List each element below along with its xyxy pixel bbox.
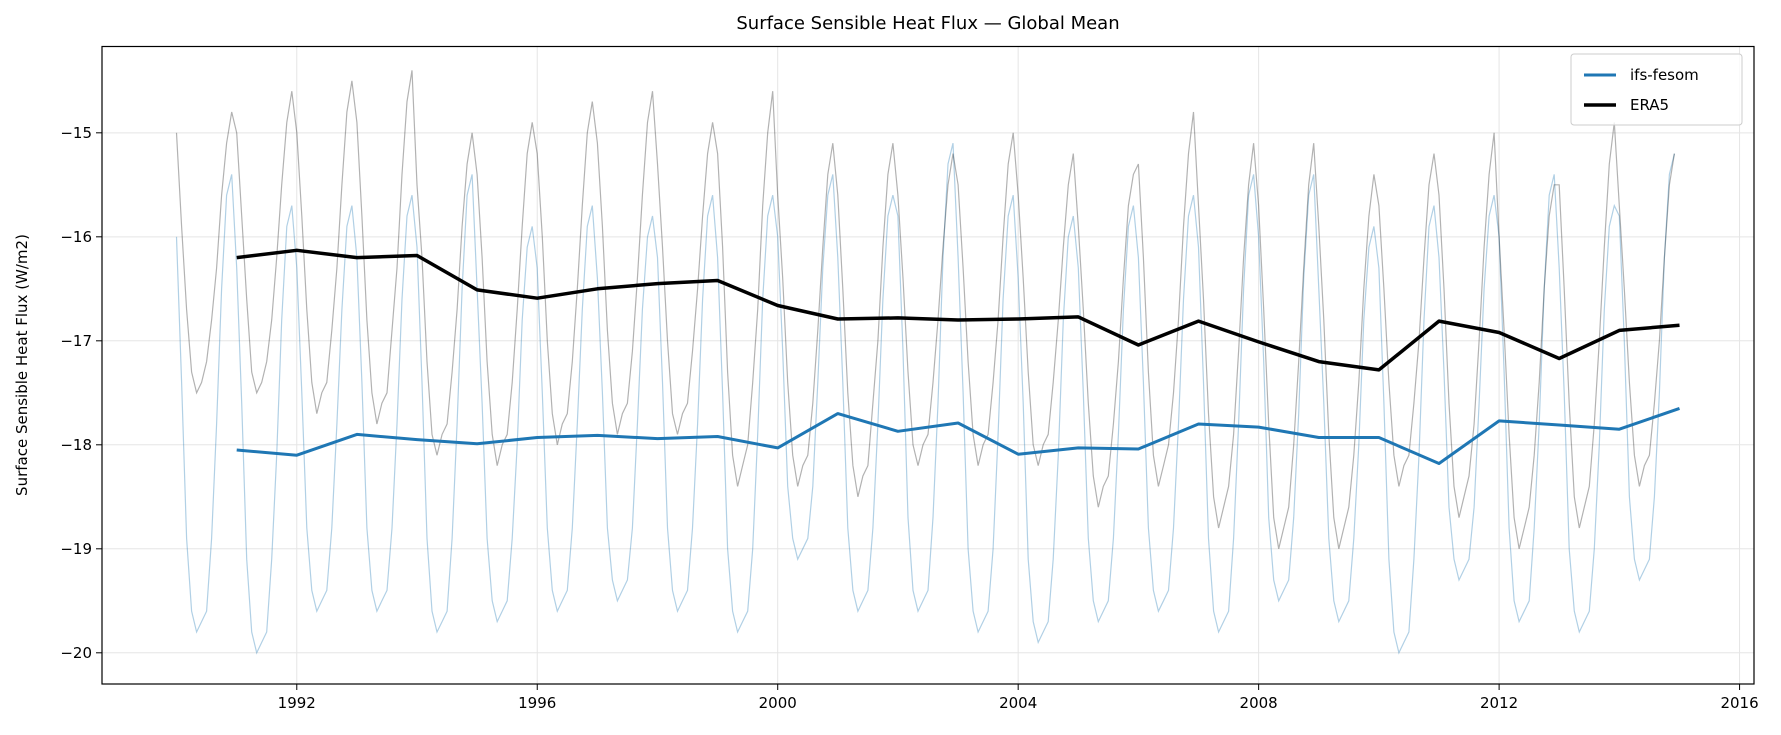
x-tick-label: 2016	[1720, 694, 1758, 712]
x-tick-label: 2012	[1480, 694, 1518, 712]
annual-line-ifs-fesom	[236, 406, 1680, 465]
monthly-line-era5	[175, 70, 1675, 549]
y-tick-label: −18	[60, 436, 92, 454]
x-tick-label: 2004	[999, 694, 1037, 712]
y-tick-label: −16	[60, 228, 92, 246]
monthly-lines	[175, 70, 1675, 655]
legend-label-era5: ERA5	[1630, 96, 1669, 114]
x-tick-label: 1992	[278, 694, 316, 712]
plot-frame	[101, 45, 1755, 685]
monthly-line-ifs-fesom	[175, 143, 1675, 655]
annual-lines	[236, 248, 1680, 465]
annual-line-era5	[236, 248, 1680, 372]
legend: ifs-fesom ERA5	[1570, 53, 1743, 126]
legend-box	[1570, 53, 1743, 126]
y-tick-label: −20	[60, 644, 92, 662]
y-tick-label: −17	[60, 332, 92, 350]
x-tick-label: 2008	[1240, 694, 1278, 712]
x-tick-label: 1996	[518, 694, 556, 712]
y-axis-label: Surface Sensible Heat Flux (W/m2)	[13, 234, 31, 496]
chart-title: Surface Sensible Heat Flux — Global Mean	[736, 13, 1119, 34]
grid	[102, 46, 1754, 684]
y-tick-label: −15	[60, 124, 92, 142]
axis-ticks: 1992 1996 2000 2004 2008 2012 2016 −15 −16 −17 −18…	[60, 124, 1758, 712]
y-tick-label: −19	[60, 540, 92, 558]
legend-label-ifs-fesom: ifs-fesom	[1630, 66, 1699, 84]
x-tick-label: 2000	[759, 694, 797, 712]
